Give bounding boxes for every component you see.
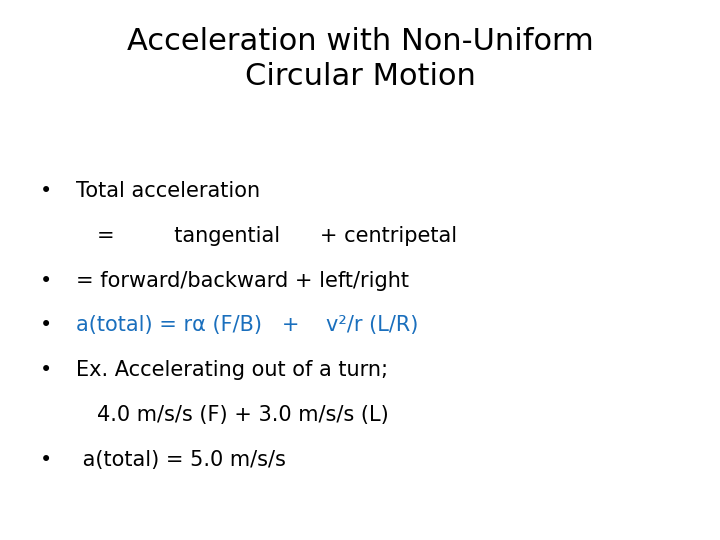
Text: Total acceleration: Total acceleration <box>76 181 260 201</box>
Text: = forward/backward + left/right: = forward/backward + left/right <box>76 271 409 291</box>
Text: Ex. Accelerating out of a turn;: Ex. Accelerating out of a turn; <box>76 360 387 380</box>
Text: 4.0 m/s/s (F) + 3.0 m/s/s (L): 4.0 m/s/s (F) + 3.0 m/s/s (L) <box>97 405 389 425</box>
Text: =         tangential      + centripetal: = tangential + centripetal <box>97 226 457 246</box>
Text: •: • <box>40 450 52 470</box>
Text: •: • <box>40 315 52 335</box>
Text: •: • <box>40 181 52 201</box>
Text: a(total) = 5.0 m/s/s: a(total) = 5.0 m/s/s <box>76 450 285 470</box>
Text: Acceleration with Non-Uniform
Circular Motion: Acceleration with Non-Uniform Circular M… <box>127 27 593 91</box>
Text: •: • <box>40 271 52 291</box>
Text: a(total) = rα (F/B)   +    v²/r (L/R): a(total) = rα (F/B) + v²/r (L/R) <box>76 315 418 335</box>
Text: •: • <box>40 360 52 380</box>
